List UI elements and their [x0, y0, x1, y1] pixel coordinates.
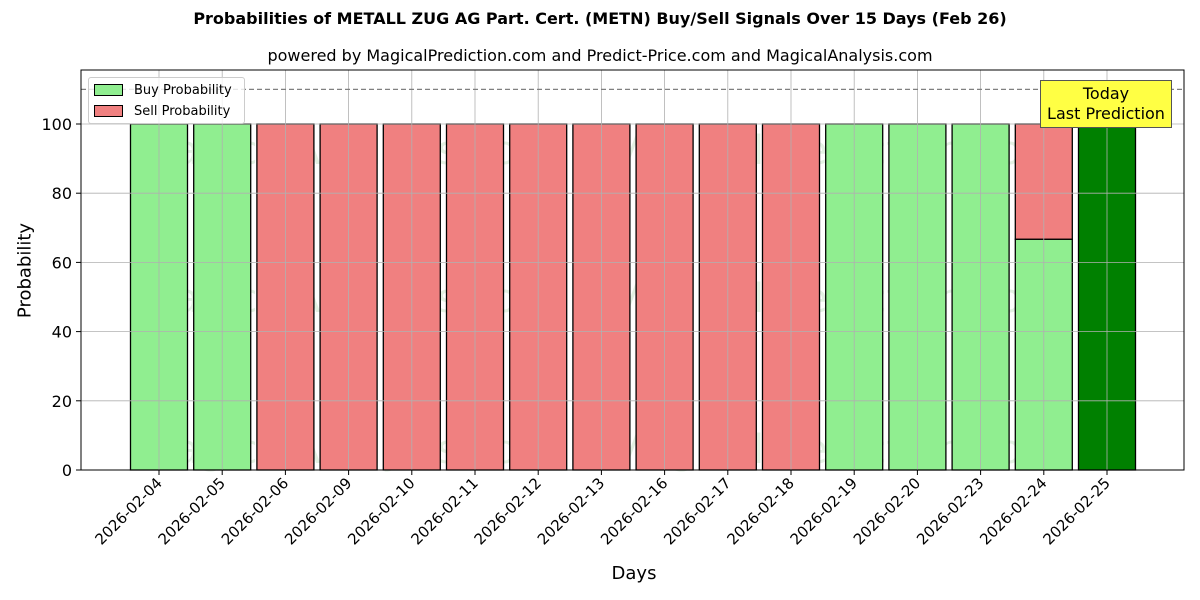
legend-item-sell: Sell Probability [94, 103, 230, 119]
legend-item-buy: Buy Probability [94, 82, 232, 98]
x-tick-label: 2026-02-10 [344, 474, 418, 548]
axes-frame [80, 69, 1185, 471]
x-tick-label: 2026-02-24 [976, 474, 1050, 548]
chart-subtitle: powered by MagicalPrediction.com and Pre… [267, 46, 933, 65]
x-tick-label: 2026-02-23 [913, 474, 987, 548]
x-tick-label: 2026-02-25 [1039, 474, 1113, 548]
x-axis-label: Days [611, 563, 657, 584]
x-tick-label: 2026-02-20 [850, 474, 924, 548]
x-tick-label: 2026-02-18 [723, 474, 797, 548]
x-tick-label: 2026-02-12 [471, 474, 545, 548]
x-tick-label: 2026-02-04 [91, 474, 165, 548]
y-axis-label: Probability [14, 222, 36, 319]
y-tick-label: 60 [52, 253, 72, 272]
y-tick-label: 40 [52, 323, 72, 342]
x-tick-label: 2026-02-16 [597, 474, 671, 548]
last-prediction-label: Last Prediction [1047, 104, 1165, 123]
today-annotation: Today Last Prediction [1040, 80, 1172, 128]
buy-swatch [94, 84, 123, 96]
y-tick-label: 20 [52, 392, 72, 411]
legend: Buy Probability Sell Probability [88, 77, 245, 124]
x-tick-label: 2026-02-05 [155, 474, 229, 548]
legend-buy-label: Buy Probability [134, 82, 232, 98]
x-tick-label: 2026-02-13 [534, 474, 608, 548]
y-tick-label: 100 [41, 115, 72, 134]
x-tick-label: 2026-02-09 [281, 474, 355, 548]
chart-title: Probabilities of METALL ZUG AG Part. Cer… [193, 9, 1007, 28]
x-tick-label: 2026-02-11 [407, 474, 481, 548]
today-label: Today [1082, 84, 1130, 103]
y-tick-label: 0 [62, 461, 72, 480]
y-tick-label: 80 [52, 184, 72, 203]
x-tick-label: 2026-02-19 [787, 474, 861, 548]
legend-sell-label: Sell Probability [134, 103, 231, 119]
x-tick-label: 2026-02-06 [218, 474, 292, 548]
sell-swatch [94, 105, 123, 117]
x-tick-label: 2026-02-17 [660, 474, 734, 548]
